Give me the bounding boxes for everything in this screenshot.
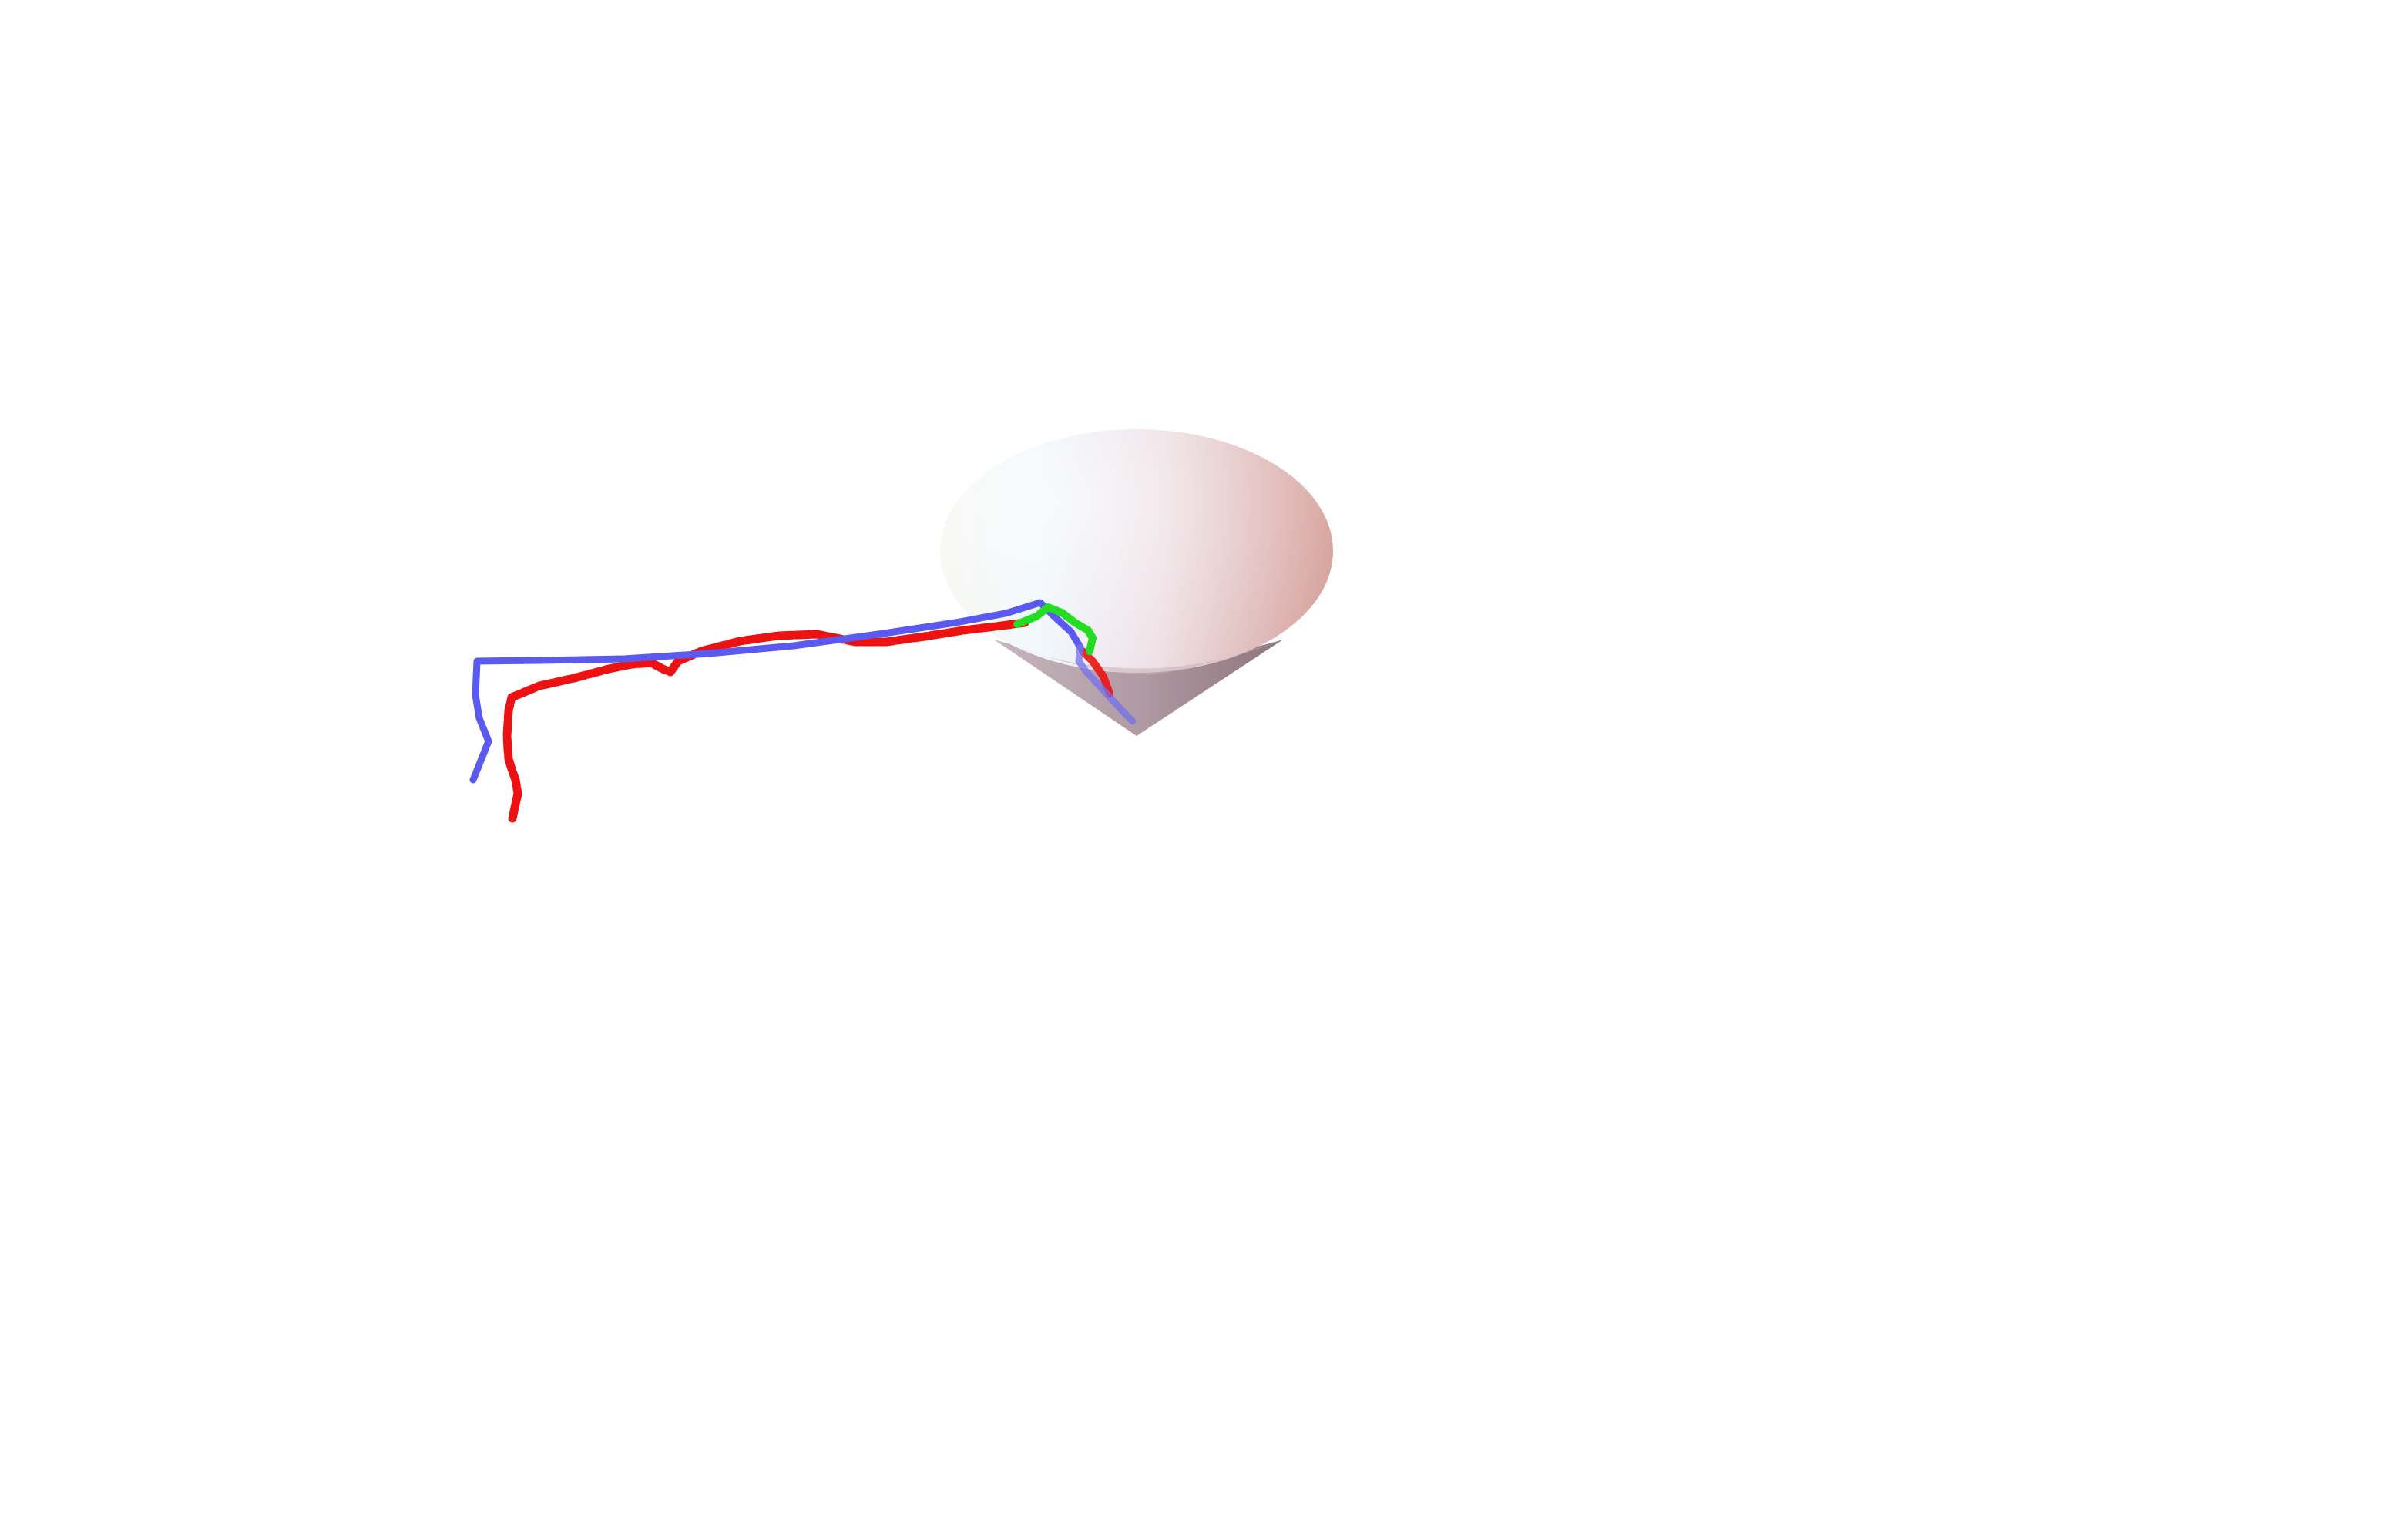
green-trajectory <box>1013 603 1097 655</box>
cone-rim-highlight <box>940 429 1333 673</box>
blue-trajectory-inner <box>1075 643 1137 725</box>
trajectories <box>469 599 1137 823</box>
red-trajectory <box>502 618 1029 823</box>
red-trajectory-tail <box>1079 647 1113 697</box>
